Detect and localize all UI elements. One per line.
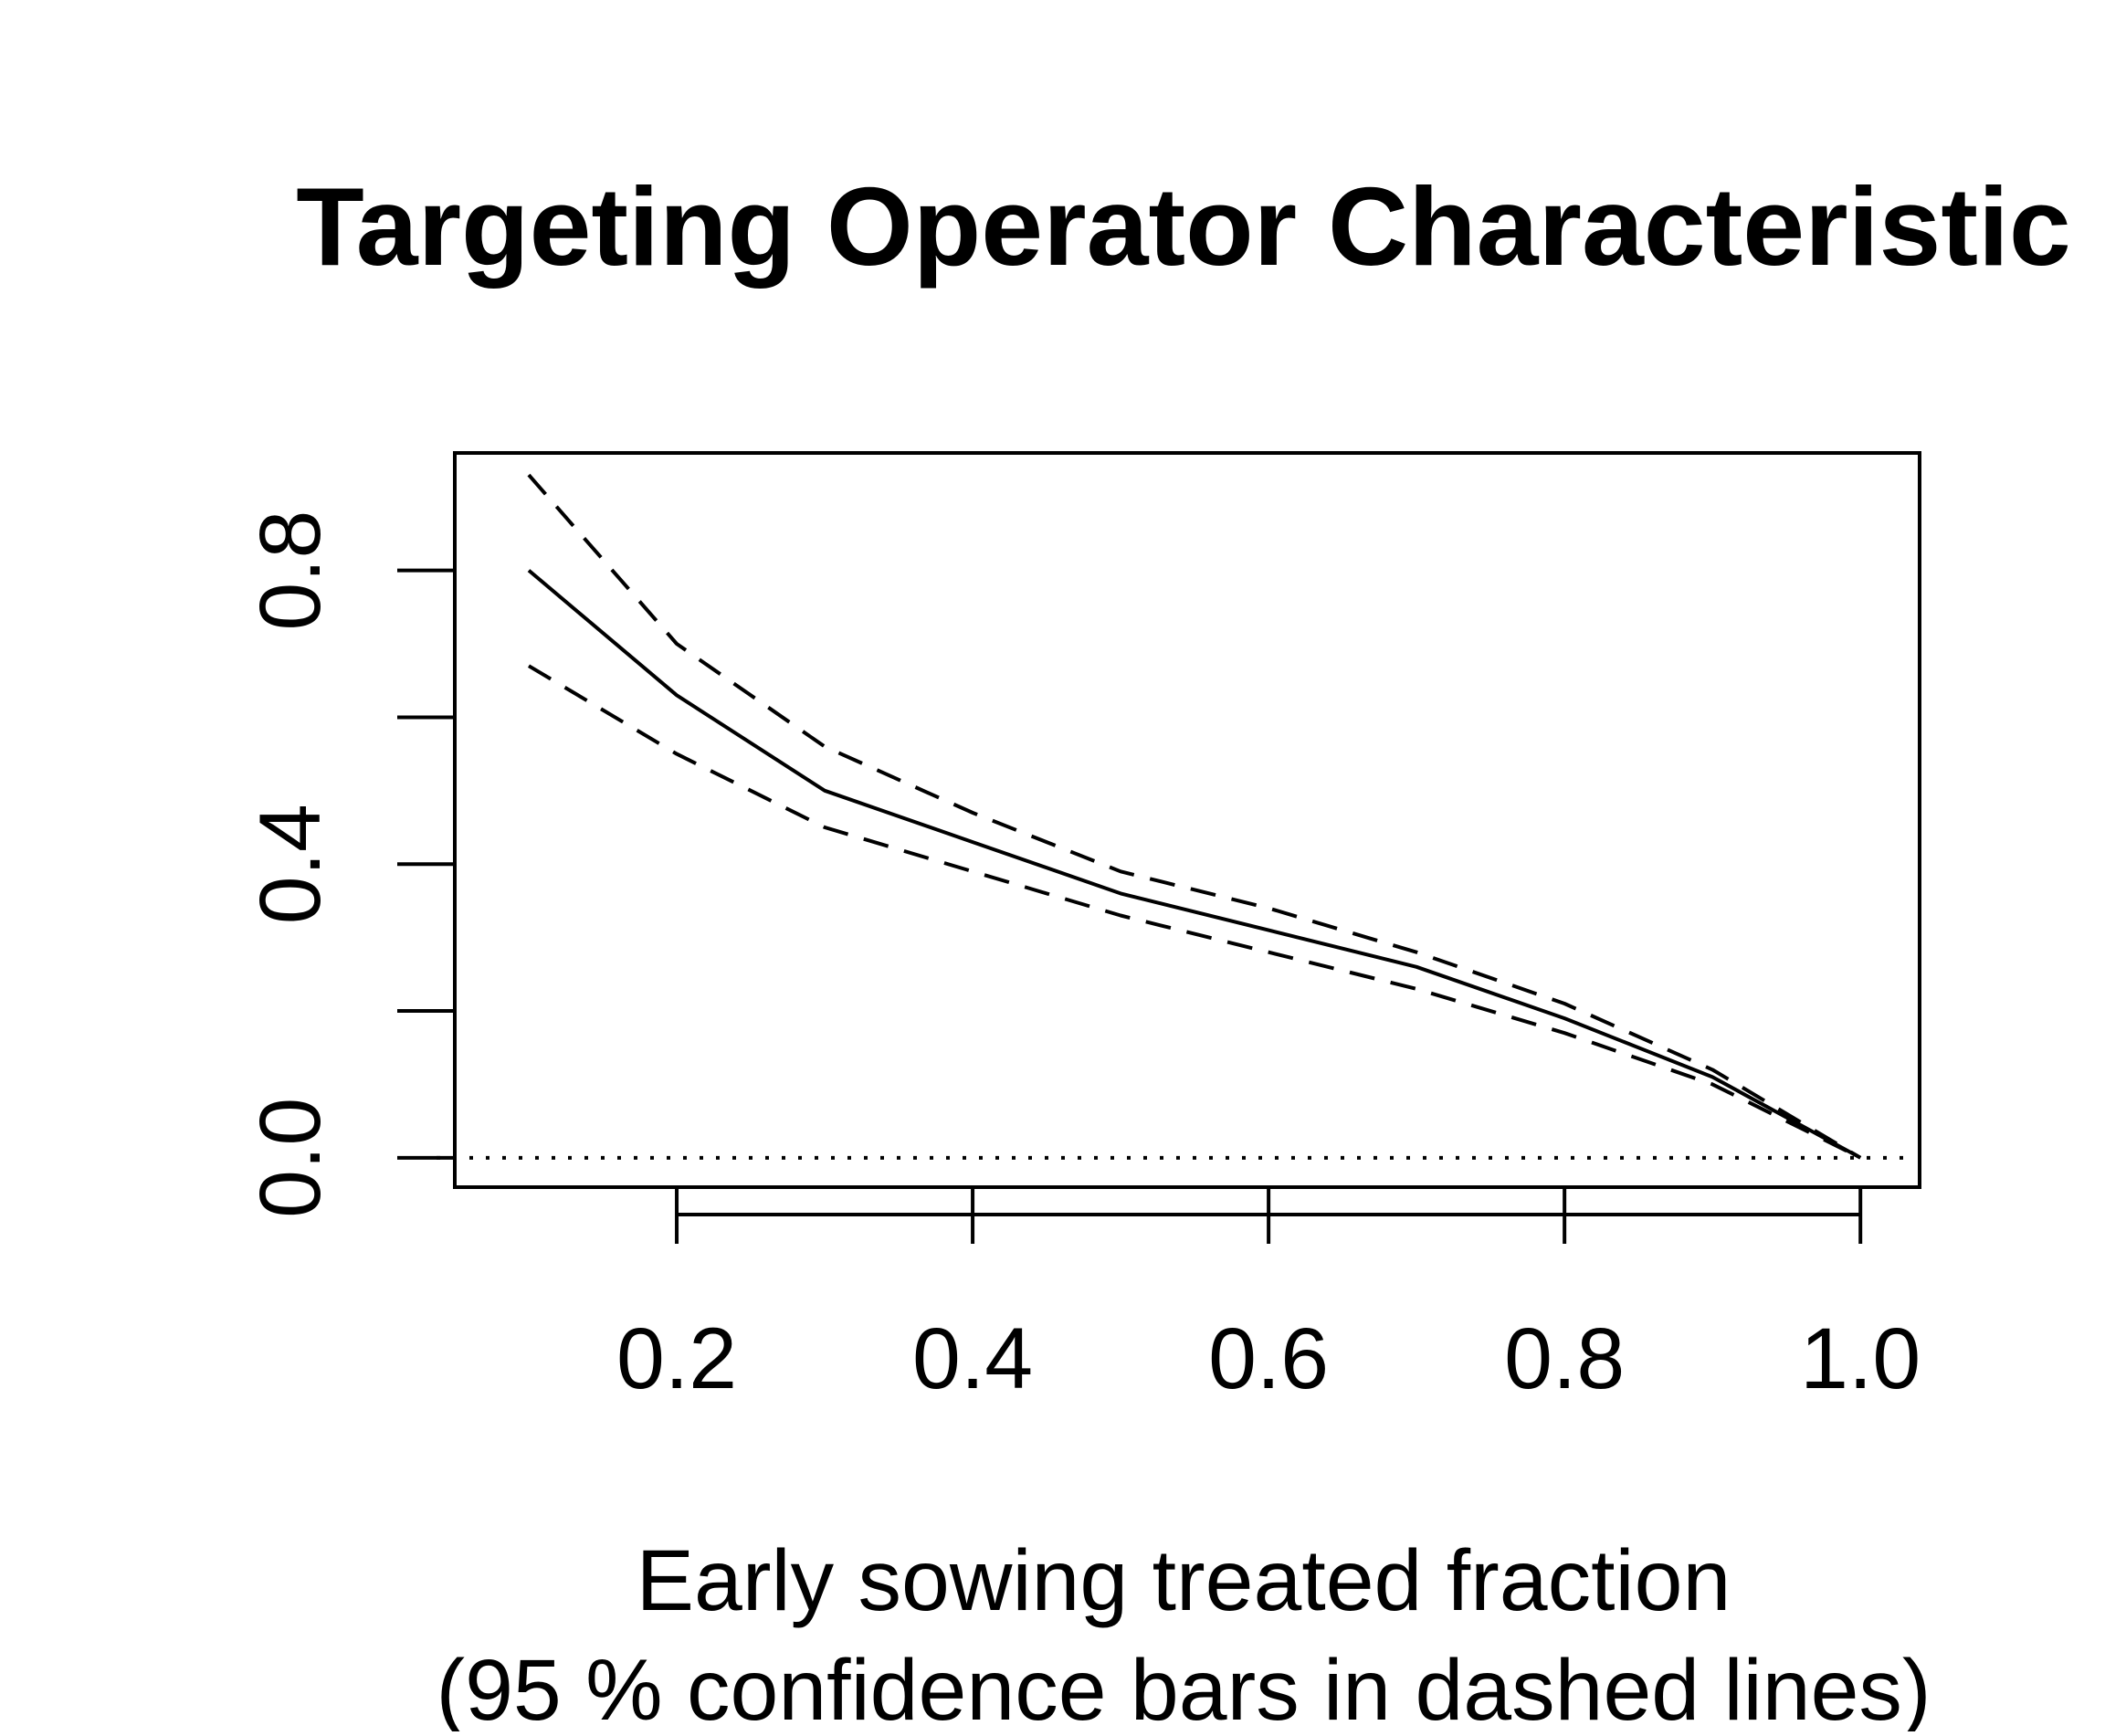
y-tick-label: 0.4 — [242, 804, 339, 924]
x-tick-label: 0.2 — [616, 1310, 737, 1407]
x-tick-label: 0.8 — [1504, 1310, 1625, 1407]
x-axis: 0.2 0.4 0.6 0.8 1.0 — [616, 1187, 1921, 1407]
y-axis: 0.0 0.4 0.8 — [242, 510, 457, 1218]
x-tick-label: 1.0 — [1800, 1310, 1921, 1407]
series-layer — [437, 473, 1910, 1160]
x-tick-label: 0.6 — [1208, 1310, 1329, 1407]
series-line-estimate — [527, 569, 1862, 1160]
x-axis-label-note: (95 % confidence bars in dashed lines) — [436, 1642, 1931, 1731]
chart-title: Targeting Operator Characteristic — [296, 164, 2070, 289]
x-axis-label: Early sowing treated fraction — [637, 1532, 1731, 1629]
series-line-confidence-bound — [527, 473, 1862, 1160]
x-tick-label: 0.4 — [912, 1310, 1033, 1407]
y-tick-label: 0.8 — [242, 510, 339, 631]
series-line-confidence-bound — [527, 664, 1862, 1160]
y-tick-label: 0.0 — [242, 1098, 339, 1218]
plot-frame — [453, 451, 1921, 1189]
